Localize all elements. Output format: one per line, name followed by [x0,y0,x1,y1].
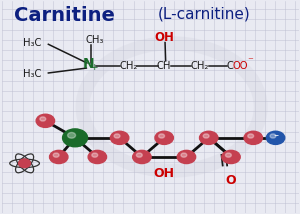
Circle shape [40,117,46,121]
Text: H₃C: H₃C [23,69,41,79]
Circle shape [159,134,164,138]
Circle shape [50,150,68,163]
Text: +: + [76,139,84,149]
Text: O: O [226,174,236,187]
Circle shape [68,132,76,138]
Circle shape [177,150,196,163]
Circle shape [200,131,218,144]
Text: CH₂: CH₂ [119,61,138,71]
Circle shape [53,153,59,157]
Text: OH: OH [154,168,175,180]
Circle shape [136,153,142,157]
Circle shape [63,129,88,147]
Circle shape [266,131,285,144]
Circle shape [88,150,106,163]
Circle shape [92,153,98,157]
Text: ⁻: ⁻ [248,57,253,67]
Text: +: + [90,63,97,72]
Text: C: C [227,61,233,71]
Text: CH: CH [157,61,171,71]
Circle shape [181,153,187,157]
Circle shape [114,134,120,138]
Circle shape [248,134,254,138]
Text: CH₃: CH₃ [85,35,103,45]
Text: ⁻: ⁻ [273,133,278,143]
Text: OO: OO [232,61,248,71]
Text: Carnitine: Carnitine [14,6,115,25]
Circle shape [155,131,173,144]
Circle shape [36,114,55,127]
Circle shape [133,150,151,163]
Text: OH: OH [154,31,174,44]
Text: CH₂: CH₂ [190,61,209,71]
Circle shape [19,159,31,168]
Text: (L-carnitine): (L-carnitine) [158,6,250,21]
Text: N: N [82,58,94,71]
Circle shape [203,134,209,138]
Circle shape [222,150,240,163]
Circle shape [110,131,129,144]
Circle shape [226,153,231,157]
Circle shape [244,131,262,144]
Circle shape [270,134,276,138]
Text: H₃C: H₃C [23,38,41,48]
